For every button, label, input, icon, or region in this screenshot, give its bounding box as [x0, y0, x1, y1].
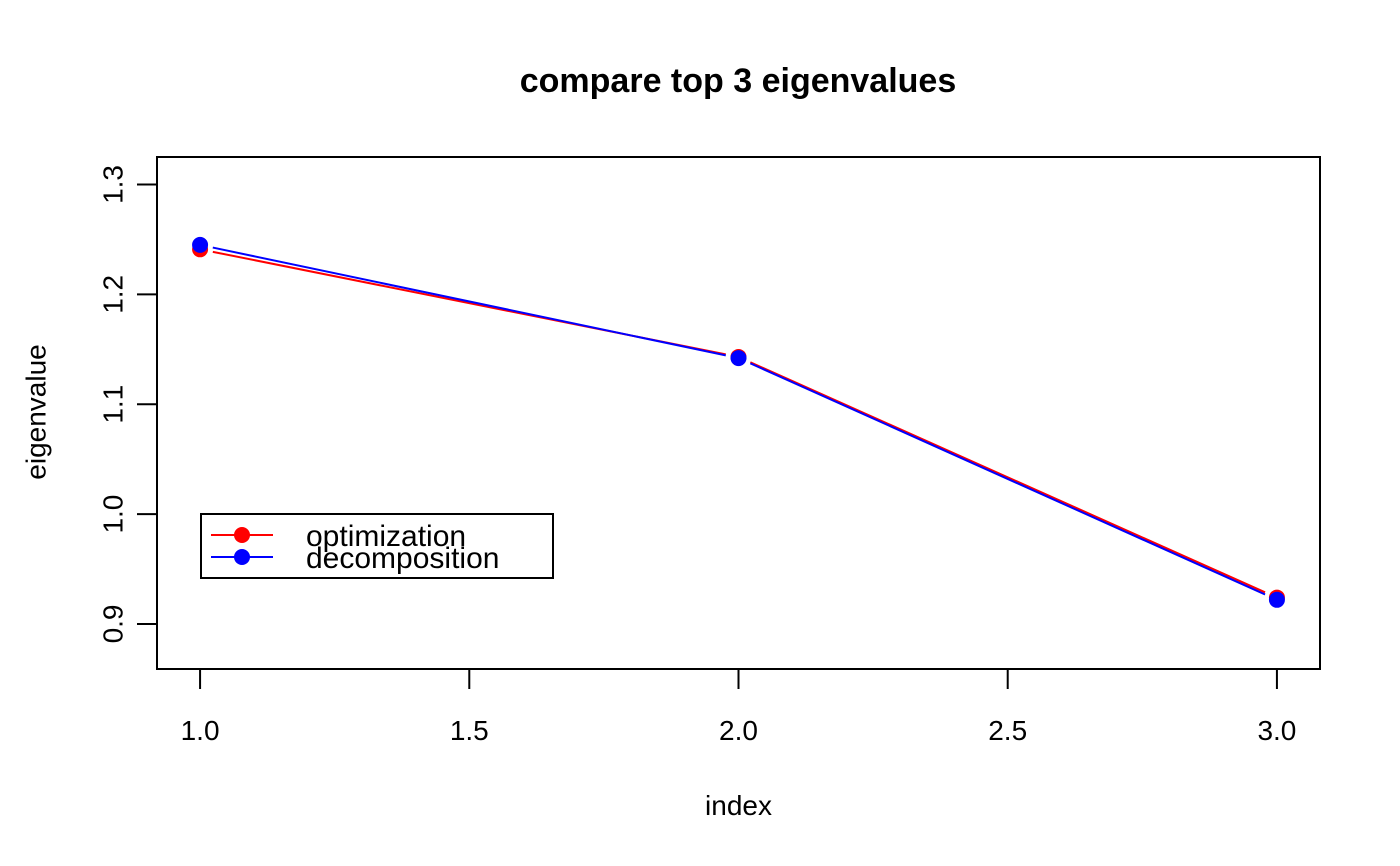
- y-tick-label: 1.3: [98, 165, 129, 204]
- series-layer: [192, 236, 1285, 608]
- series-line-segment: [749, 361, 1266, 594]
- x-tick-label: 2.5: [988, 715, 1027, 746]
- x-tick-label: 1.5: [450, 715, 489, 746]
- data-point: [192, 236, 209, 253]
- legend-item: optimization: [211, 520, 466, 553]
- legend-label: optimization: [306, 520, 466, 553]
- x-tick-label: 3.0: [1257, 715, 1296, 746]
- y-axis-label: eigenvalue: [21, 344, 52, 479]
- legend-box: [200, 513, 554, 579]
- y-tick-label: 1.2: [98, 275, 129, 314]
- series-line-segment: [749, 362, 1266, 596]
- plot-frame: [156, 156, 1321, 670]
- series-decomposition: [192, 236, 1285, 608]
- x-axis-label: index: [705, 790, 772, 821]
- x-axis: 1.0 1.5 2.0 2.5 3.0: [181, 668, 1296, 746]
- y-axis: 0.9 1.0 1.1 1.2 1.3: [98, 165, 158, 643]
- chart-title: compare top 3 eigenvalues: [520, 62, 957, 100]
- legend-item: decomposition: [211, 542, 499, 575]
- legend-swatch-point: [234, 527, 250, 543]
- data-point: [1268, 591, 1285, 608]
- y-tick-label: 1.1: [98, 385, 129, 424]
- legend-label: decomposition: [306, 542, 499, 575]
- legend-swatch-point: [234, 549, 250, 565]
- series-line-segment: [212, 246, 726, 357]
- y-tick-label: 1.0: [98, 495, 129, 534]
- x-tick-label: 2.0: [719, 715, 758, 746]
- y-tick-label: 0.9: [98, 604, 129, 643]
- x-tick-label: 1.0: [181, 715, 220, 746]
- data-point: [730, 350, 747, 367]
